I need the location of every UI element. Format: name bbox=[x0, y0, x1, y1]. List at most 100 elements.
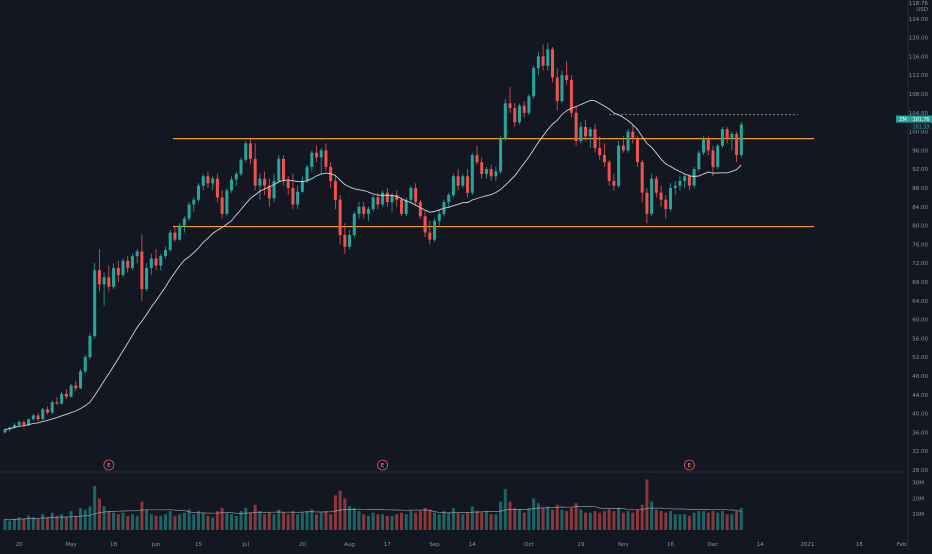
candle-body bbox=[456, 176, 460, 186]
volume-bar bbox=[126, 515, 130, 530]
candle-body bbox=[433, 220, 437, 240]
volume-bar bbox=[291, 511, 295, 530]
earnings-marker bbox=[103, 459, 115, 471]
candle-body bbox=[145, 267, 149, 290]
candle-body bbox=[546, 49, 550, 66]
candle-body bbox=[211, 178, 215, 184]
volume-bar bbox=[404, 514, 408, 530]
candle-body bbox=[286, 180, 290, 188]
volume-bar bbox=[381, 514, 385, 530]
candle-body bbox=[706, 138, 710, 151]
candle-body bbox=[517, 105, 521, 123]
volume-bar bbox=[112, 512, 116, 530]
candle-body bbox=[12, 424, 16, 428]
volume-bar bbox=[154, 515, 158, 530]
candle-body bbox=[201, 176, 205, 186]
candle-body bbox=[503, 103, 507, 139]
volume-bar bbox=[187, 509, 191, 530]
volume-bar bbox=[41, 514, 45, 530]
volume-bar bbox=[244, 507, 248, 530]
volume-bar bbox=[60, 514, 64, 530]
y-tick-label: 28.00 bbox=[912, 468, 928, 474]
volume-bar bbox=[484, 511, 488, 530]
candle-body bbox=[683, 176, 687, 181]
symbol-tag: ZM bbox=[899, 117, 906, 123]
y-tick-label: 52.00 bbox=[912, 355, 928, 361]
candle-body bbox=[621, 145, 625, 151]
candle-body bbox=[494, 171, 498, 177]
candle-body bbox=[163, 250, 167, 257]
candle-body bbox=[93, 270, 97, 337]
x-tick-label: Sep bbox=[429, 542, 440, 548]
volume-bar bbox=[560, 509, 564, 530]
volume-bar bbox=[588, 512, 592, 530]
candle-body bbox=[248, 143, 252, 159]
volume-bar bbox=[159, 515, 163, 530]
volume-bar bbox=[239, 511, 243, 530]
candle-body bbox=[489, 169, 493, 177]
y-tick-label: 64.00 bbox=[912, 299, 928, 305]
candle-body bbox=[617, 145, 621, 186]
y-tick-label: 88.00 bbox=[912, 186, 928, 192]
volume-bar bbox=[602, 511, 606, 530]
candle-body bbox=[41, 409, 45, 420]
volume-bar bbox=[145, 509, 149, 530]
candle-body bbox=[475, 155, 479, 163]
candle-body bbox=[126, 260, 130, 268]
candle-body bbox=[381, 192, 385, 205]
last-price-tag-bg bbox=[910, 115, 932, 123]
candle-body bbox=[83, 357, 87, 372]
volume-bar bbox=[234, 515, 238, 530]
candle-body bbox=[357, 206, 361, 214]
candle-body bbox=[451, 176, 455, 196]
volume-bar bbox=[69, 511, 73, 530]
volume-bar bbox=[258, 511, 262, 530]
y-tick-label: 60.00 bbox=[912, 318, 928, 324]
candle-body bbox=[97, 270, 101, 285]
volume-bar bbox=[702, 511, 706, 530]
candle-body bbox=[711, 150, 715, 167]
volume-bar bbox=[626, 511, 630, 530]
volume-bar bbox=[522, 512, 526, 530]
candle-body bbox=[626, 131, 630, 151]
volume-bar bbox=[617, 507, 621, 530]
volume-bar bbox=[466, 512, 470, 530]
candle-body bbox=[50, 402, 54, 413]
volume-bar bbox=[654, 509, 658, 530]
earnings-marker-label: E bbox=[107, 463, 111, 469]
candle-body bbox=[324, 150, 328, 167]
volume-bar bbox=[418, 511, 422, 530]
candle-body bbox=[385, 192, 389, 203]
volume-bar bbox=[102, 506, 106, 530]
volume-bar bbox=[263, 514, 267, 530]
candle-body bbox=[484, 169, 488, 174]
volume-bar bbox=[343, 498, 347, 530]
candle-body bbox=[513, 108, 517, 123]
candle-body bbox=[187, 204, 191, 219]
y-tick-label: 80.00 bbox=[912, 224, 928, 230]
y-tick-label: 76.00 bbox=[912, 242, 928, 248]
y-tick-label: 84.00 bbox=[912, 205, 928, 211]
y-tick-label: 100.00 bbox=[909, 130, 929, 136]
candle-body bbox=[366, 209, 370, 214]
volume-bar bbox=[83, 509, 87, 530]
x-tick-label: 16 bbox=[667, 542, 674, 548]
symbol-tag-bg bbox=[896, 115, 910, 123]
candle-body bbox=[22, 422, 26, 425]
volume-bar bbox=[607, 509, 611, 530]
volume-bar bbox=[683, 514, 687, 530]
candle-body bbox=[414, 188, 418, 203]
candle-body bbox=[300, 180, 304, 192]
candle-body bbox=[352, 213, 356, 235]
candle-body bbox=[466, 176, 470, 193]
volume-bar bbox=[79, 507, 83, 530]
volume-bar bbox=[12, 518, 16, 530]
candle-body bbox=[107, 277, 111, 287]
currency-label: USD bbox=[916, 7, 928, 13]
candle-body bbox=[588, 129, 592, 137]
y-tick-label: 108.00 bbox=[909, 92, 929, 98]
candle-body bbox=[645, 192, 649, 214]
candle-body bbox=[272, 180, 276, 199]
